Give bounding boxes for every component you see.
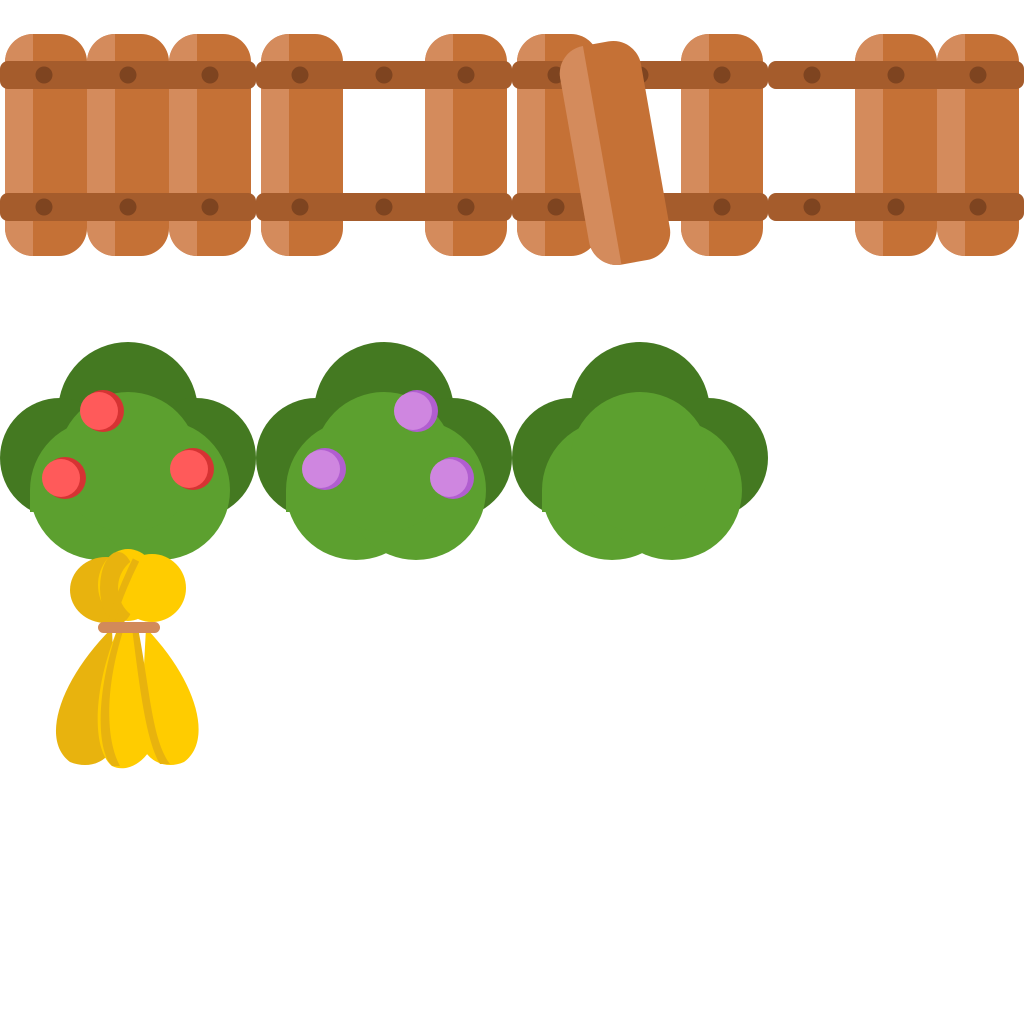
hay-bundle-icon xyxy=(55,549,199,769)
fence-gap-middle xyxy=(256,34,512,256)
bush-red-berries xyxy=(0,342,256,560)
fence-full xyxy=(0,34,256,256)
bush-purple-berries xyxy=(256,342,512,560)
berry-purple-icon xyxy=(302,448,346,490)
bush-plain xyxy=(512,342,768,560)
fence-gap-left xyxy=(768,34,1024,256)
fence-broken xyxy=(512,34,768,270)
berry-purple-icon xyxy=(430,457,474,499)
berry-red-icon xyxy=(80,390,124,432)
berry-red-icon xyxy=(42,457,86,499)
berry-purple-icon xyxy=(394,390,438,432)
berry-red-icon xyxy=(170,448,214,490)
